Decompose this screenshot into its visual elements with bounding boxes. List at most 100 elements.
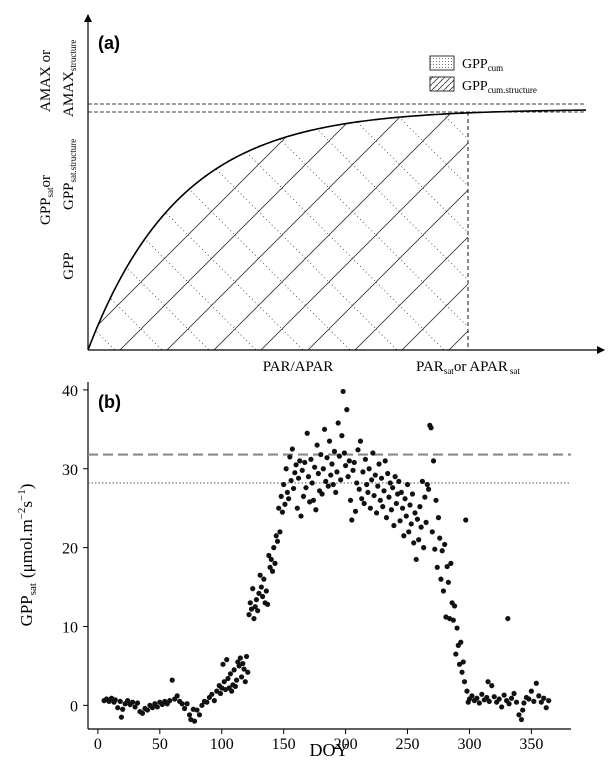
- data-point: [364, 481, 370, 488]
- data-point: [336, 453, 343, 459]
- data-point: [518, 716, 525, 723]
- data-point: [369, 477, 375, 483]
- data-point: [392, 474, 398, 480]
- data-point: [204, 699, 210, 705]
- data-point: [406, 529, 412, 535]
- data-point: [484, 694, 490, 701]
- data-point: [444, 563, 450, 570]
- data-point: [373, 510, 380, 516]
- data-point: [298, 513, 304, 519]
- y-label-amax-structure: AMAXstructure: [61, 40, 78, 117]
- y-tick-label: 0: [70, 698, 78, 715]
- data-point: [388, 507, 395, 513]
- data-point: [489, 683, 495, 689]
- data-point: [428, 425, 434, 431]
- data-point: [442, 541, 448, 548]
- data-point: [414, 516, 421, 522]
- data-point: [409, 491, 416, 497]
- data-point: [521, 700, 527, 706]
- data-point: [328, 472, 334, 478]
- y-tick-label: 10: [62, 619, 78, 636]
- data-point: [236, 663, 242, 669]
- data-point: [221, 679, 227, 685]
- data-point: [214, 688, 220, 694]
- data-point: [234, 677, 240, 683]
- data-point: [439, 548, 445, 554]
- reference-lines-b: [88, 453, 571, 484]
- data-point: [220, 661, 226, 667]
- data-point: [237, 655, 243, 661]
- data-point: [286, 496, 292, 502]
- data-point: [243, 653, 250, 660]
- panel-label-a: (a): [98, 33, 120, 53]
- data-point: [229, 688, 235, 694]
- data-point: [352, 508, 359, 514]
- data-point: [300, 493, 307, 499]
- data-point: [287, 454, 293, 460]
- data-point: [272, 560, 278, 566]
- area-fill-dots: [88, 112, 468, 350]
- data-point: [387, 480, 393, 486]
- data-point: [376, 461, 382, 467]
- data-point: [354, 480, 360, 486]
- panel-a: (a) GPPcum GPPcum.structure PAR/APAR PAR…: [38, 14, 605, 376]
- data-point: [425, 486, 432, 492]
- data-point: [333, 489, 339, 496]
- data-point: [451, 603, 458, 609]
- data-point: [508, 695, 515, 701]
- data-point: [491, 694, 497, 700]
- data-point: [422, 494, 428, 500]
- data-point: [411, 540, 417, 546]
- data-point: [461, 679, 468, 685]
- data-point: [450, 617, 456, 623]
- data-point: [386, 494, 392, 500]
- y-label-amax: AMAX or: [38, 50, 54, 112]
- data-point: [390, 485, 396, 491]
- data-point: [196, 712, 203, 718]
- data-point: [169, 677, 175, 683]
- data-point: [438, 576, 444, 582]
- data-point: [361, 500, 367, 507]
- data-point: [257, 572, 263, 578]
- data-point: [277, 529, 283, 535]
- data-point: [344, 407, 350, 413]
- data-point: [261, 576, 267, 582]
- data-point: [293, 462, 299, 468]
- y-label-gppsat: GPPsator: [38, 175, 55, 225]
- data-point: [179, 701, 185, 707]
- data-point: [335, 420, 341, 426]
- data-point: [479, 691, 485, 697]
- data-point: [304, 430, 310, 436]
- data-point: [318, 451, 324, 458]
- data-point: [339, 433, 345, 439]
- data-point: [302, 459, 308, 466]
- data-point: [238, 674, 245, 680]
- data-point: [326, 438, 333, 444]
- data-point: [308, 456, 314, 462]
- data-point: [433, 497, 439, 503]
- data-point: [314, 442, 320, 448]
- data-point: [283, 466, 289, 472]
- data-point: [375, 483, 381, 489]
- y-label-gpp: GPP: [61, 252, 77, 280]
- data-point: [273, 533, 279, 539]
- legend-swatch-dots: [429, 55, 455, 71]
- data-point: [199, 702, 205, 708]
- data-point: [266, 552, 272, 559]
- data-point: [246, 612, 252, 618]
- data-point: [377, 497, 383, 503]
- x-tick-label: 150: [272, 736, 296, 753]
- data-point: [407, 502, 413, 508]
- data-point: [505, 615, 511, 622]
- data-point: [454, 625, 460, 631]
- data-point: [399, 505, 406, 511]
- data-point: [360, 469, 366, 475]
- data-point: [533, 680, 539, 686]
- y-axis-label-b: GPPsat(μmol.m−2s−1): [16, 484, 39, 627]
- y-tick-label: 20: [62, 541, 78, 558]
- data-point: [372, 472, 378, 478]
- data-point: [264, 601, 271, 608]
- data-point: [541, 695, 547, 701]
- data-point: [144, 707, 151, 713]
- data-point: [391, 522, 397, 529]
